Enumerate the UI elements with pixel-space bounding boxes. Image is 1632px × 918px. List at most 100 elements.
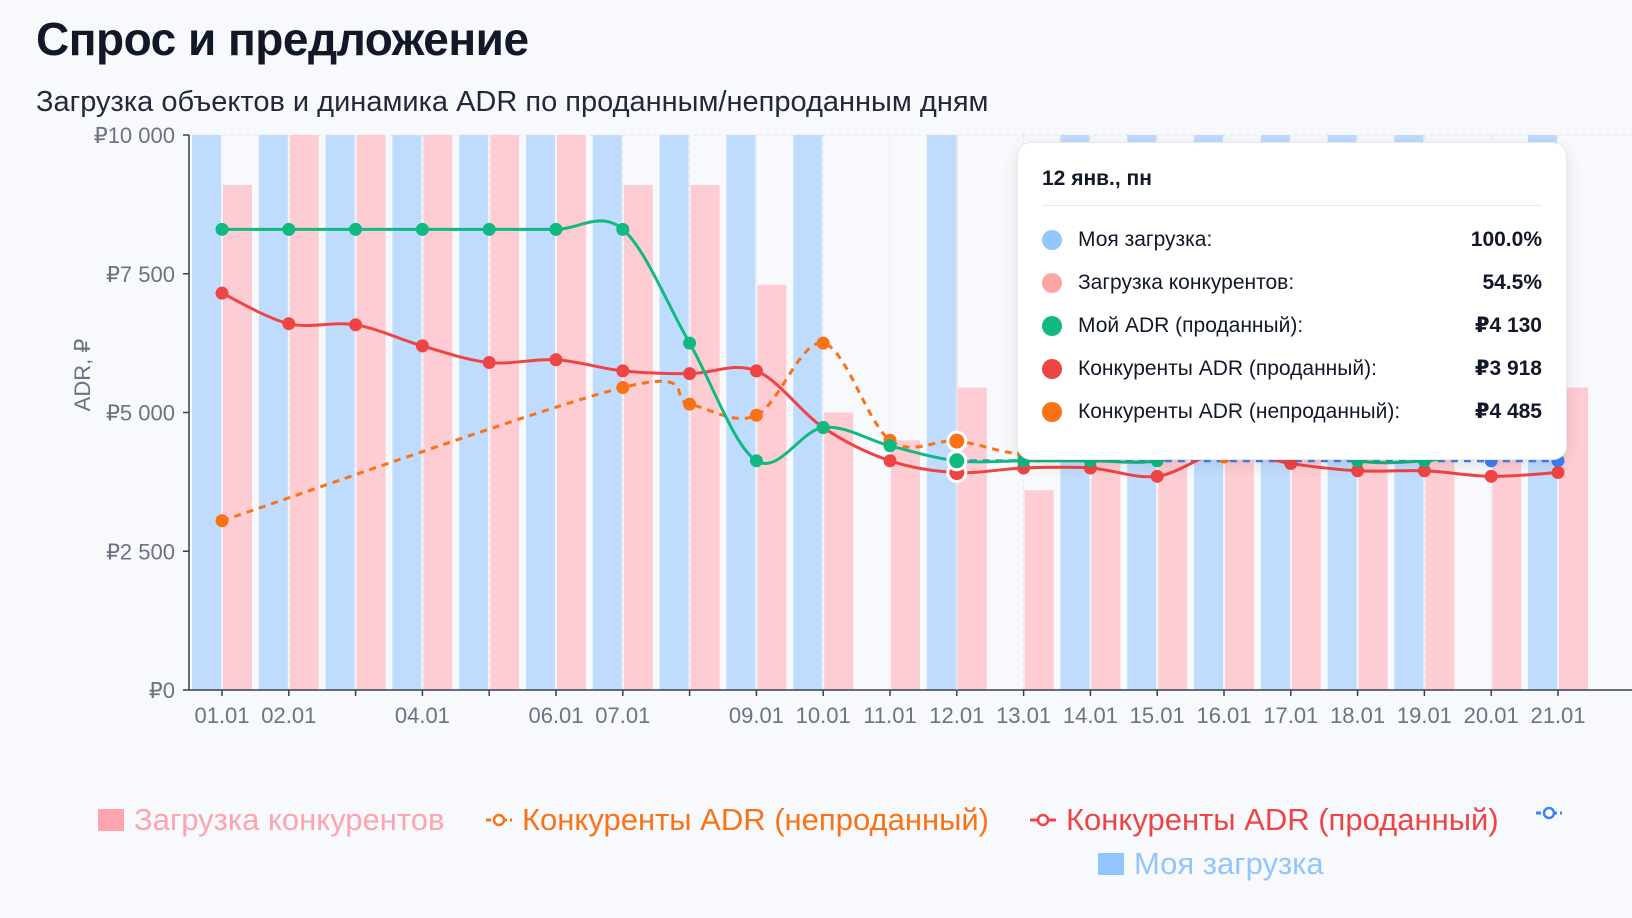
comp-adr-unsold-point [616,381,630,395]
my-adr-point [883,439,897,453]
my-occupancy-bar [192,135,221,690]
x-tick-label: 09.01 [729,703,784,728]
comp-adr-sold-point [349,318,363,332]
comp-occupancy-bar [1091,440,1121,690]
tooltip-label: Моя загрузка: [1078,227,1213,251]
tooltip-label: Загрузка конкурентов: [1078,270,1295,294]
comp-occupancy-bar [1358,440,1388,690]
y-tick-label: ₽7 500 [106,262,175,287]
legend-label: Моя загрузка [1134,846,1324,881]
x-tick-label: 01.01 [194,703,249,728]
comp-adr-sold-point [282,317,296,331]
x-tick-label: 10.01 [796,703,851,728]
comp-adr-sold-point [1417,464,1431,478]
page-title: Спрос и предложение [36,13,529,65]
dashed-line-marker-icon [1536,806,1562,820]
tooltip-row-my-adr: Мой ADR (проданный): ₽4 130 [1042,304,1542,347]
legend-item-comp-adr-sold[interactable]: Конкуренты ADR (проданный) [1030,802,1499,838]
comp-adr-sold-point [616,364,630,378]
my-adr-point [549,222,563,236]
dashed-line-marker-icon [486,813,512,827]
comp-occupancy-bar [891,440,920,690]
my-occupancy-bar [592,135,622,690]
bar-swatch-icon [98,809,124,831]
x-tick-label: 15.01 [1130,703,1185,728]
comp-adr-sold-point [749,364,763,378]
x-tick-label: 07.01 [595,703,650,728]
comp-adr-sold-point [1551,466,1565,480]
comp-occupancy-bar [1158,440,1188,690]
my-occupancy-bar [793,135,823,690]
bar-swatch-icon [1098,853,1124,875]
legend-item-comp-occupancy[interactable]: Загрузка конкурентов [98,802,444,838]
my-adr-point [282,222,296,236]
tooltip-label: Мой ADR (проданный): [1078,313,1304,337]
tooltip-value: ₽3 918 [1474,357,1542,380]
tooltip-label: Конкуренты ADR (проданный): [1078,356,1377,380]
comp-adr-sold-point [883,454,897,468]
my-adr-point [616,222,630,236]
x-tick-label: 13.01 [996,703,1051,728]
tooltip-label: Конкуренты ADR (непроданный): [1078,399,1401,423]
x-tick-label: 14.01 [1063,703,1118,728]
legend-label: Загрузка конкурентов [134,802,445,837]
x-tick-label: 18.01 [1330,703,1385,728]
x-tick-label: 06.01 [528,703,583,728]
comp-adr-unsold-point [749,408,763,422]
comp-adr-sold-point [1284,457,1298,471]
legend-item-my-occupancy[interactable]: Моя загрузка [1098,846,1324,882]
tooltip-row-comp-adr-unsold: Конкуренты ADR (непроданный): ₽4 485 [1042,390,1542,433]
my-adr-point [482,222,496,236]
x-tick-label: 04.01 [395,703,450,728]
tooltip-title: 12 янв., пн [1042,167,1542,206]
page-subtitle: Загрузка объектов и динамика ADR по прод… [36,86,989,118]
comp-occupancy-bar [557,135,586,690]
my-occupancy-bar [526,135,555,690]
legend-item-comp-adr-unsold[interactable]: Конкуренты ADR (непроданный) [486,802,989,838]
my-occupancy-bar [325,135,355,690]
tooltip-value: 54.5% [1482,270,1542,294]
comp-occupancy-bar [1425,440,1455,690]
comp-occupancy-bar [1492,440,1522,690]
legend-label: Конкуренты ADR (непроданный) [522,802,989,837]
my-adr-point [215,222,229,236]
comp-occupancy-bar [356,135,386,690]
comp-adr-unsold-point [215,514,229,528]
y-tick-label: ₽2 500 [106,539,175,564]
tooltip-row-comp-occupancy: Загрузка конкурентов: 54.5% [1042,261,1542,304]
tooltip-value: ₽4 130 [1474,314,1542,337]
x-tick-label: 02.01 [261,703,316,728]
x-tick-label: 11.01 [863,703,916,728]
y-tick-label: ₽5 000 [106,401,175,426]
comp-occupancy-bar [757,284,787,690]
comp-occupancy-bar [1225,440,1254,690]
tooltip-value: ₽4 485 [1474,400,1542,423]
comp-occupancy-bar [289,135,319,690]
chart-tooltip: 12 янв., пн Моя загрузка: 100.0% Загрузк… [1017,142,1567,460]
y-tick-label: ₽10 000 [94,123,175,148]
comp-occupancy-bar [824,412,854,690]
y-axis-label: ADR, ₽ [70,339,95,412]
tooltip-row-comp-adr-sold: Конкуренты ADR (проданный): ₽3 918 [1042,347,1542,390]
comp-occupancy-bar [490,135,520,690]
comp-adr-sold-point [1351,464,1365,478]
my-occupancy-bar [659,135,689,690]
legend-item-my-adr-unsold[interactable] [1536,802,1572,824]
comp-occupancy-bar [423,135,453,690]
tooltip-dot-icon [1042,401,1062,422]
comp-occupancy-bar [223,184,252,690]
comp-adr-unsold-point [683,397,697,411]
x-tick-label: 20.01 [1464,703,1519,728]
chart-legend: Загрузка конкурентов Конкуренты ADR (неп… [0,802,1632,918]
my-adr-point [749,454,763,468]
comp-adr-sold-point [683,367,697,381]
comp-occupancy-bar [690,184,720,690]
comp-adr-unsold-point [816,336,830,350]
tooltip-value: 100.0% [1470,227,1542,251]
hover-point [946,430,968,452]
line-marker-icon [1030,813,1056,827]
tooltip-dot-icon [1042,272,1062,293]
x-tick-label: 17.01 [1263,703,1318,728]
comp-adr-sold-point [415,339,429,353]
x-tick-label: 16.01 [1196,703,1251,728]
